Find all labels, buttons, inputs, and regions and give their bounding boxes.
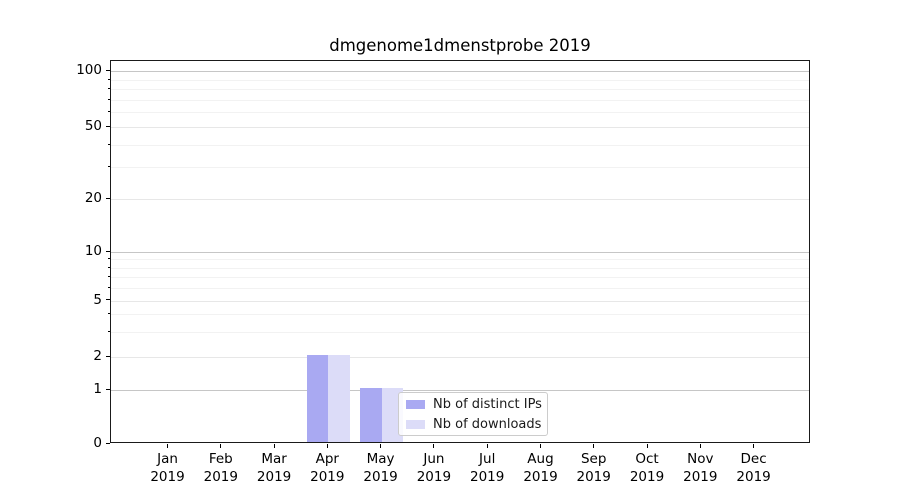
y-minor-tick-mark <box>108 144 110 145</box>
x-tick-label: Jun 2019 <box>416 451 452 485</box>
gridline <box>111 357 809 358</box>
x-tick-label: Sep 2019 <box>576 451 611 485</box>
y-minor-tick-mark <box>108 287 110 288</box>
y-tick-label: 50 <box>84 118 102 134</box>
gridline <box>111 300 809 302</box>
y-minor-tick-mark <box>108 79 110 80</box>
x-tick-label: Jan 2019 <box>150 451 185 485</box>
x-tick-label: Feb 2019 <box>203 451 238 485</box>
y-minor-tick-mark <box>108 111 110 112</box>
gridline-minor <box>111 99 809 101</box>
x-tick-mark <box>380 444 382 448</box>
gridline <box>111 252 809 253</box>
bar-nb-of-distinct-ips-may <box>360 388 382 442</box>
x-tick-label: Jul 2019 <box>470 451 505 485</box>
bar-nb-of-downloads-may <box>381 388 403 442</box>
y-tick-label: 100 <box>76 62 102 78</box>
y-tick-label: 5 <box>93 291 102 308</box>
gridline-minor <box>111 287 809 289</box>
gridline-minor <box>111 267 809 269</box>
x-tick-mark <box>326 444 328 448</box>
gridline-minor <box>111 112 809 114</box>
legend-item: Nb of distinct IPs <box>406 396 542 412</box>
y-tick-label: 2 <box>93 348 102 364</box>
legend-item: Nb of downloads <box>406 416 542 432</box>
x-tick-mark <box>433 444 435 448</box>
gridline <box>111 199 809 200</box>
x-tick-label: Mar 2019 <box>256 451 292 485</box>
x-tick-mark <box>273 444 275 448</box>
x-tick-mark <box>540 444 541 448</box>
y-tick-mark <box>106 126 110 127</box>
legend-item-label: Nb of distinct IPs <box>433 396 542 412</box>
y-tick-mark <box>106 299 110 300</box>
y-minor-tick-mark <box>108 331 110 332</box>
gridline-minor <box>111 259 809 261</box>
y-tick-label: 0 <box>93 435 102 451</box>
gridline <box>111 71 809 72</box>
x-tick-mark <box>593 444 595 448</box>
y-tick-label: 20 <box>84 190 102 206</box>
y-minor-tick-mark <box>108 258 110 259</box>
y-minor-tick-mark <box>108 276 110 277</box>
y-tick-mark <box>106 198 110 199</box>
x-tick-label: Oct 2019 <box>629 451 665 485</box>
y-tick-mark <box>106 389 110 390</box>
chart-title: dmgenome1dmenstprobe 2019 <box>329 36 591 55</box>
y-tick-mark <box>106 356 110 357</box>
y-minor-tick-mark <box>108 313 110 314</box>
x-tick-label: Nov 2019 <box>683 451 718 485</box>
x-tick-label: May 2019 <box>363 451 398 485</box>
x-tick-label: Dec 2019 <box>736 451 771 485</box>
y-minor-tick-mark <box>108 88 110 89</box>
legend-item-label: Nb of downloads <box>433 416 542 432</box>
x-tick-mark <box>220 444 222 448</box>
gridline <box>111 127 809 128</box>
plot-area: Nb of distinct IPs Nb of downloads <box>110 60 810 443</box>
bar-nb-of-distinct-ips-apr <box>307 355 329 442</box>
gridline <box>111 390 809 391</box>
x-tick-mark <box>486 444 488 448</box>
x-tick-mark <box>646 444 648 448</box>
legend: Nb of distinct IPs Nb of downloads <box>398 392 548 436</box>
x-tick-label: Apr 2019 <box>310 451 345 485</box>
bar-nb-of-downloads-apr <box>328 355 350 442</box>
gridline-minor <box>111 332 809 333</box>
gridline-minor <box>111 277 809 278</box>
gridline-minor <box>111 89 809 90</box>
gridline-minor <box>111 144 809 146</box>
gridline-minor <box>111 167 809 169</box>
y-minor-tick-mark <box>108 267 110 268</box>
y-minor-tick-mark <box>108 99 110 100</box>
x-tick-mark <box>753 444 755 448</box>
y-minor-tick-mark <box>108 166 110 167</box>
y-tick-mark <box>106 251 110 252</box>
y-tick-mark <box>106 70 110 71</box>
legend-swatch <box>406 419 425 429</box>
y-tick-label: 10 <box>84 243 102 259</box>
gridline-minor <box>111 314 809 316</box>
y-tick-label: 1 <box>93 381 102 397</box>
y-tick-mark <box>106 443 110 444</box>
legend-swatch <box>406 399 425 409</box>
gridline-minor <box>111 79 809 81</box>
x-tick-mark <box>699 444 701 448</box>
x-tick-mark <box>167 444 168 448</box>
x-tick-label: Aug 2019 <box>523 451 558 485</box>
